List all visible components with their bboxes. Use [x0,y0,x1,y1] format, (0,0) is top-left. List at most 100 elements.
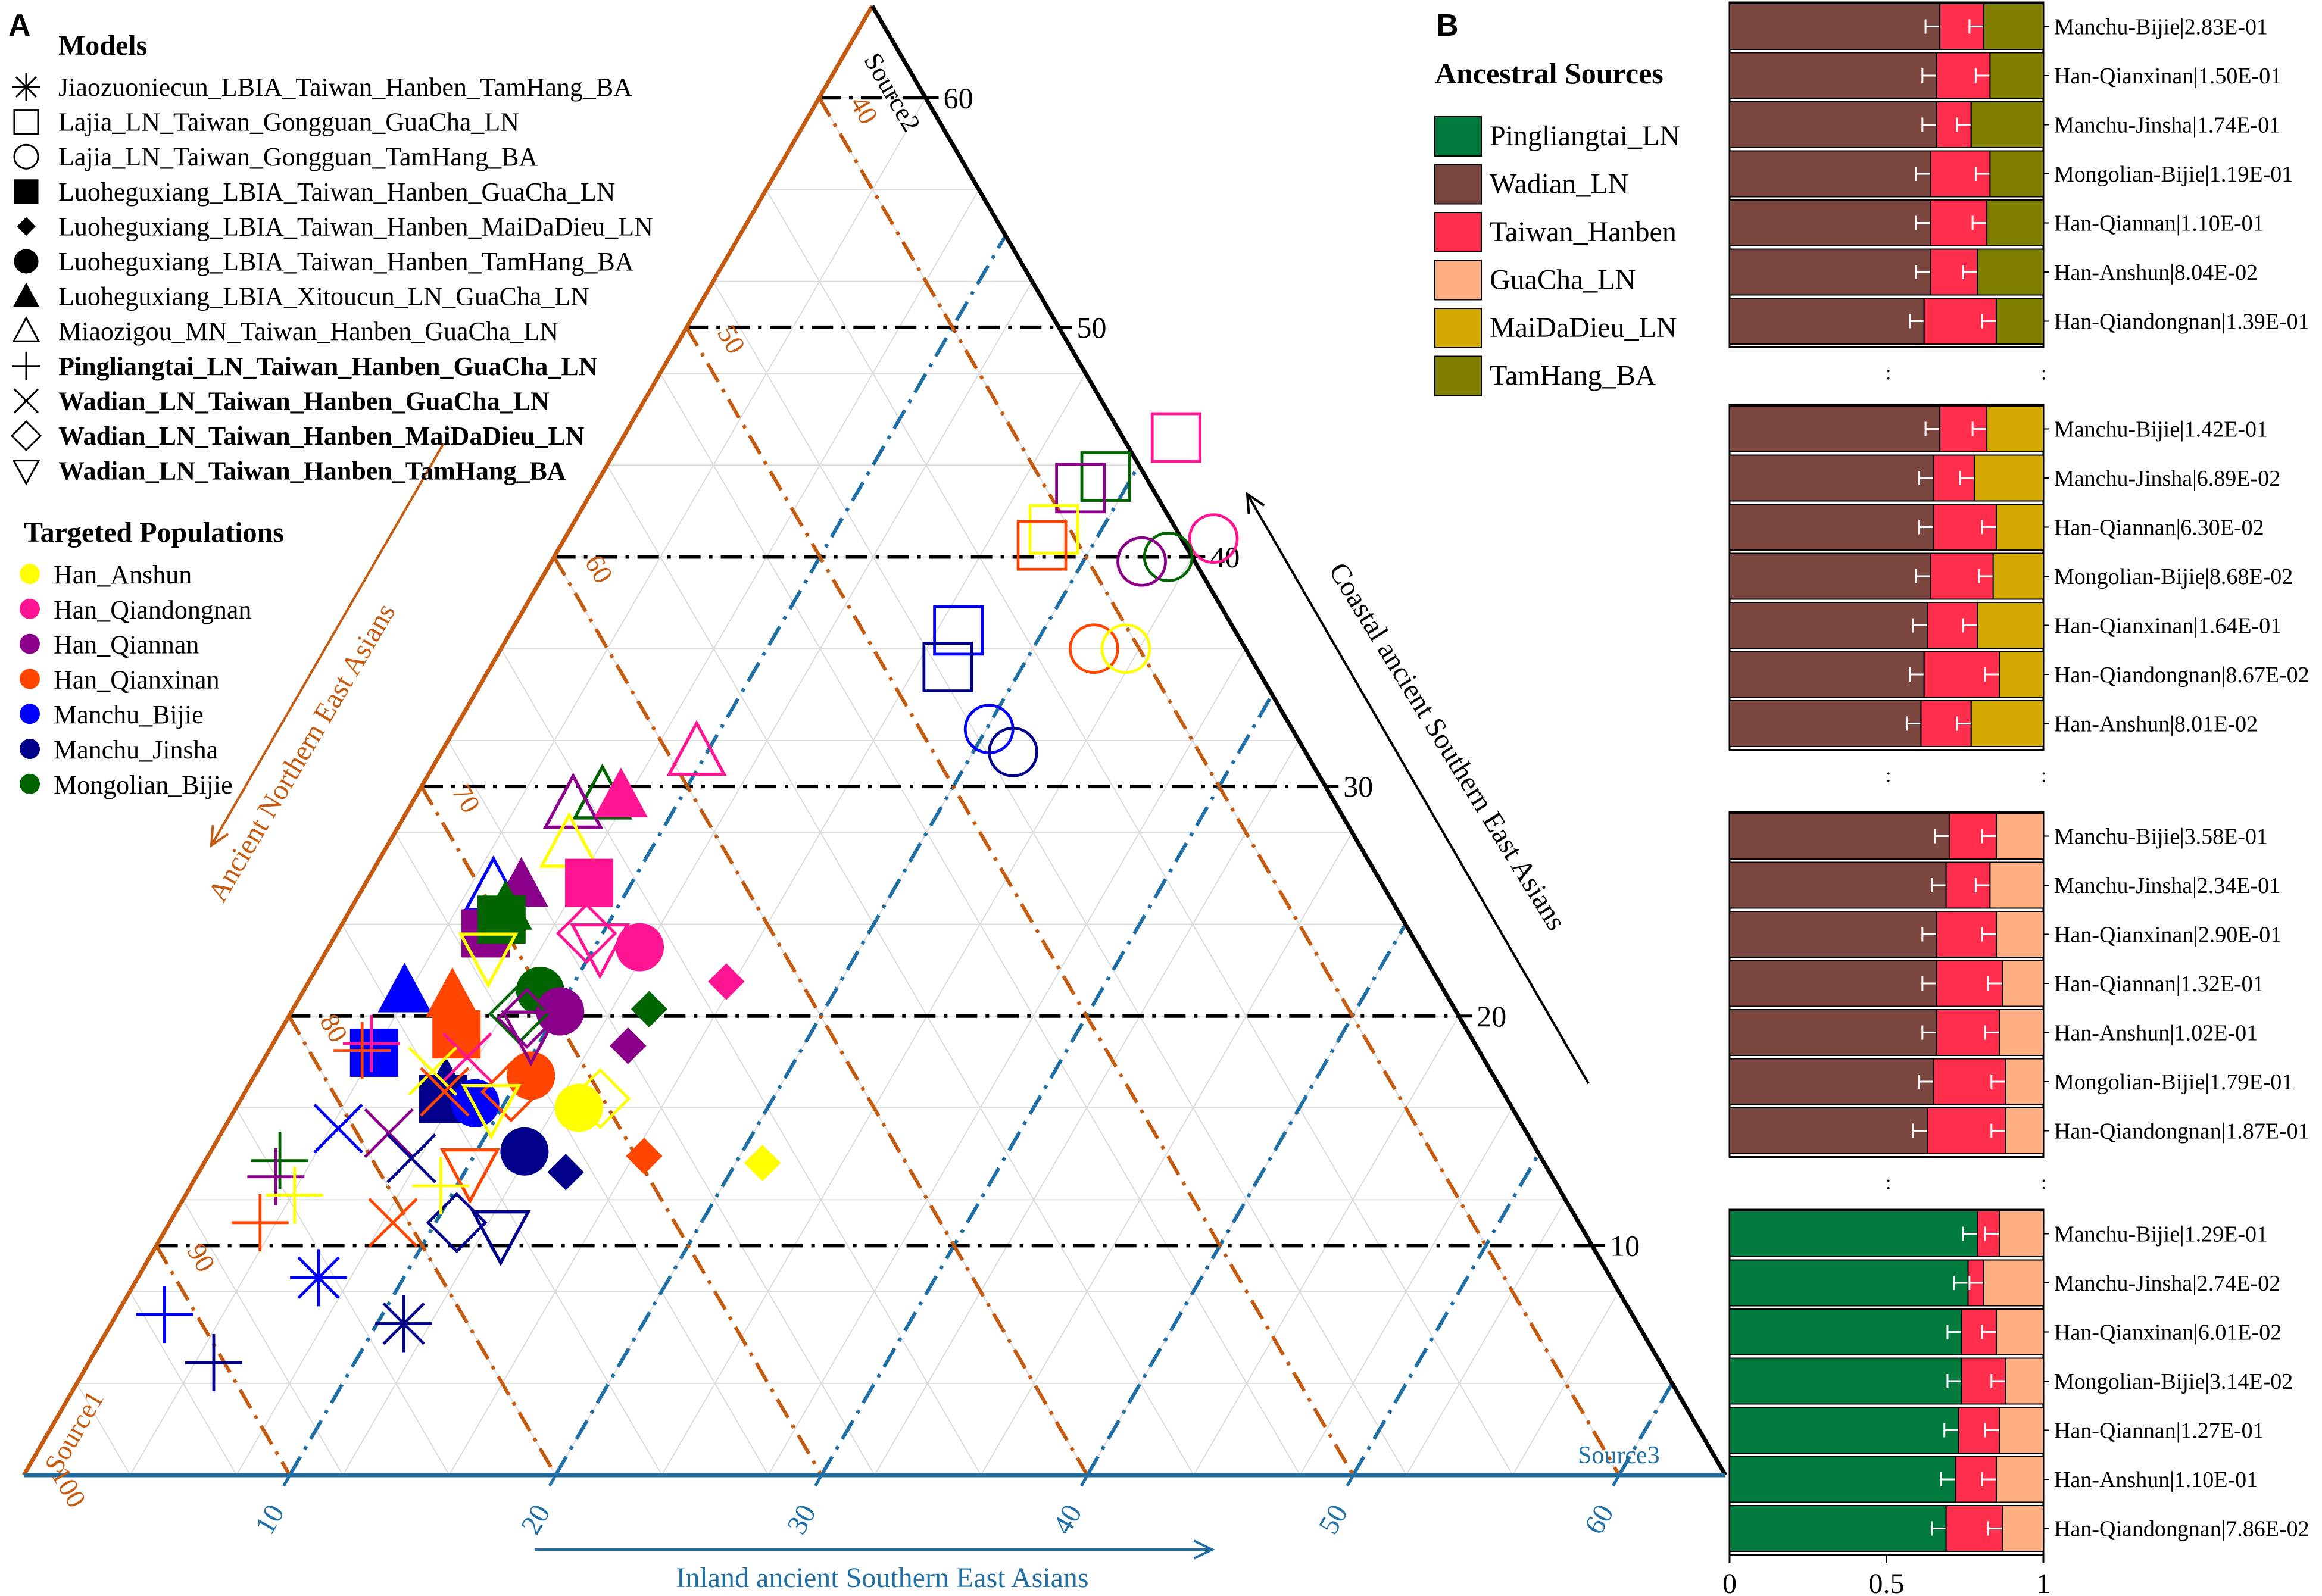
ternary-frame [21,5,1728,1478]
legend-marker-triangle-down-open [12,460,40,486]
source-label: Pingliangtai_LN [1490,120,1680,152]
bar-segment [1729,405,1941,452]
source-swatch [1434,212,1482,252]
bar-segment [1974,454,2045,502]
data-point [412,1157,470,1215]
tick-label-bottom: 10 [249,1499,291,1539]
bar-segment [1729,199,1931,246]
bar-row-label: Han-Anshun|1.10E-01 [2054,1467,2258,1492]
bar-segment [1989,150,2044,198]
targets-title: Targeted Populations [24,517,284,548]
bar-row-label: Han-Qiandongnan|1.87E-01 [2054,1119,2309,1144]
tick-bottom [1346,1474,1354,1487]
tick-bottom [282,1474,291,1487]
data-point [547,1154,584,1191]
bar-segment [1977,602,2045,649]
bar-segment [1986,405,2044,452]
panel-a-letter: A [8,8,31,43]
source-swatch [1434,355,1482,396]
bar-segment [1986,199,2044,246]
legend-marker-square-open [13,109,39,135]
bar-segment [1977,248,2045,296]
bar-group: Manchu-Bijie|3.58E-01 Manchu-Jinsha|2.34E… [1728,811,2309,1194]
legend-model-label: Luoheguxiang_LBIA_Taiwan_Hanben_GuaCha_L… [58,177,615,207]
target-label: Manchu_Bijie [54,700,204,729]
tick-label-bottom: 60 [1578,1499,1620,1539]
target-label: Han_Anshun [54,560,192,589]
bar-segment [2005,1107,2045,1154]
bar-row-label: Manchu-Jinsha|2.34E-01 [2054,873,2280,898]
source3-label: Source3 [1578,1442,1660,1469]
data-point [496,988,558,1050]
bar-row-label: Han-Qianxinan|1.50E-01 [2054,64,2282,89]
grid-line [235,1107,450,1476]
bar-segment [1729,1407,1959,1454]
panel-b-letter: B [1436,8,1459,43]
legend-model-label: Miaozigou_MN_Taiwan_Hanben_GuaCha_LN [58,317,558,346]
data-point [1068,623,1119,674]
guide-line-northern [817,96,1621,1476]
target-swatch [20,564,40,584]
arrow-right-shaft [1246,493,1590,1085]
data-point [1188,513,1239,564]
data-point [477,895,526,944]
models-title: Models [58,30,147,61]
bar-segment [1729,298,1925,345]
legend-model-label: Lajia_LN_Taiwan_Gongguan_TamHang_BA [58,142,538,171]
data-point [368,1198,418,1248]
legend-marker-diamond-open [10,420,42,452]
bar-segment [1729,3,1941,50]
bar-segment [1923,651,2000,698]
tick-bottom [548,1474,557,1487]
grid-line [394,832,769,1476]
source-label: TamHang_BA [1490,360,1656,392]
guide-line-northern [420,785,823,1476]
bar-segment [1729,504,1934,551]
data-point [185,1334,242,1392]
bar-x-tick-label: 0 [1722,1568,1737,1596]
bar-row-label: Mongolian-Bijie|1.79E-01 [2054,1070,2293,1095]
bar-segment [2005,1357,2045,1405]
bar-segment [1729,813,1950,860]
axis-left-arrow [210,442,445,848]
legend-marker-asterisk [12,73,40,101]
data-point [1055,463,1106,514]
legend-model-label: Wadian_LN_Taiwan_Hanben_TamHang_BA [58,457,566,486]
bar-row-label: Han-Qiannan|1.10E-01 [2054,211,2264,236]
data-point [342,1015,400,1073]
data-point [313,1104,363,1154]
grid-line [76,1383,131,1476]
target-swatch [20,598,40,619]
grid-line [606,464,1194,1476]
bar-segment [1729,602,1928,649]
data-point [744,1144,781,1182]
bar-segment [1729,911,1937,958]
bar-segment [1729,1210,1978,1257]
legend-marker-triangle-filled [13,282,39,307]
source-swatch [1434,116,1482,157]
legend-model-label: Wadian_LN_Taiwan_Hanben_GuaCha_LN [58,386,550,416]
data-point [626,1138,663,1175]
target-swatch [20,704,40,724]
bar-segment [1729,454,1934,502]
data-point [349,1028,398,1077]
bar-segment [1995,504,2044,551]
data-point [333,1022,391,1079]
data-point [458,932,519,989]
tick-label-bottom: 50 [1312,1499,1354,1539]
data-point [251,1132,309,1189]
bar-segment [1999,651,2044,698]
data-point [386,1133,436,1183]
data-point [136,1286,194,1344]
source-swatch [1434,260,1482,301]
tick-bottom [814,1474,823,1487]
bar-segment [1729,150,1931,198]
legend-marker-circle-filled [14,249,39,274]
bar-segment [1729,1259,1969,1307]
legend-model-label: Wadian_LN_Taiwan_Hanben_MaiDaDieu_LN [58,421,585,451]
guide-line-northern [287,1015,557,1476]
grid-line [712,281,1407,1476]
data-point [480,1061,542,1123]
arrow-left-head [210,824,229,848]
